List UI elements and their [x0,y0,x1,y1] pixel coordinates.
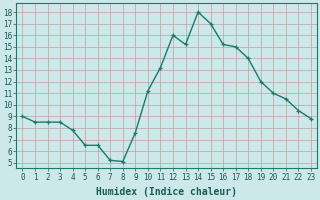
X-axis label: Humidex (Indice chaleur): Humidex (Indice chaleur) [96,187,237,197]
